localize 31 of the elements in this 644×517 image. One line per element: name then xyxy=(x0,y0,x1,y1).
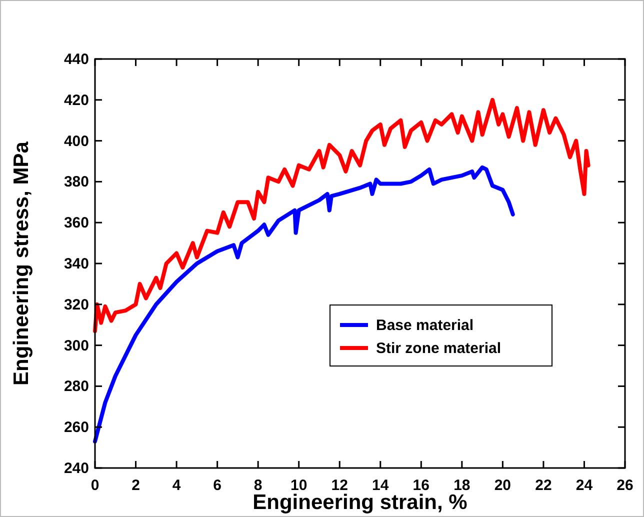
y-tick-label: 420 xyxy=(64,92,89,109)
y-tick-label: 240 xyxy=(64,460,89,477)
y-tick-label: 260 xyxy=(64,419,89,436)
x-tick-label: 16 xyxy=(412,477,430,494)
x-tick-label: 8 xyxy=(254,477,262,494)
y-tick-label: 440 xyxy=(64,51,89,68)
x-tick-label: 10 xyxy=(290,477,308,494)
y-tick-label: 320 xyxy=(64,296,89,314)
y-tick-label: 280 xyxy=(64,378,89,396)
legend-label: Stir zone material xyxy=(376,340,502,357)
x-tick-label: 14 xyxy=(372,477,390,494)
line-series xyxy=(93,165,515,444)
x-tick-label: 2 xyxy=(132,477,140,494)
y-axis-title: Engineering stress, MPa xyxy=(10,141,33,386)
x-tick-label: 24 xyxy=(576,477,594,494)
line-series xyxy=(93,98,590,333)
x-tick-label: 4 xyxy=(172,477,182,494)
y-tick-label: 380 xyxy=(64,174,89,191)
y-tick-label: 400 xyxy=(64,132,89,150)
legend-label: Base material xyxy=(376,317,474,334)
x-axis-title: Engineering strain, % xyxy=(252,491,468,514)
y-tick-label: 360 xyxy=(64,214,89,232)
y-tick-label: 340 xyxy=(64,256,89,272)
x-tick-label: 20 xyxy=(494,477,512,494)
x-tick-label: 6 xyxy=(213,477,222,494)
x-tick-label: 22 xyxy=(535,477,552,494)
x-tick-label: 0 xyxy=(90,477,100,494)
y-tick-label: 300 xyxy=(64,337,89,354)
x-tick-label: 18 xyxy=(454,477,470,494)
x-tick-label: 12 xyxy=(331,477,348,494)
x-tick-label: 26 xyxy=(616,477,634,494)
